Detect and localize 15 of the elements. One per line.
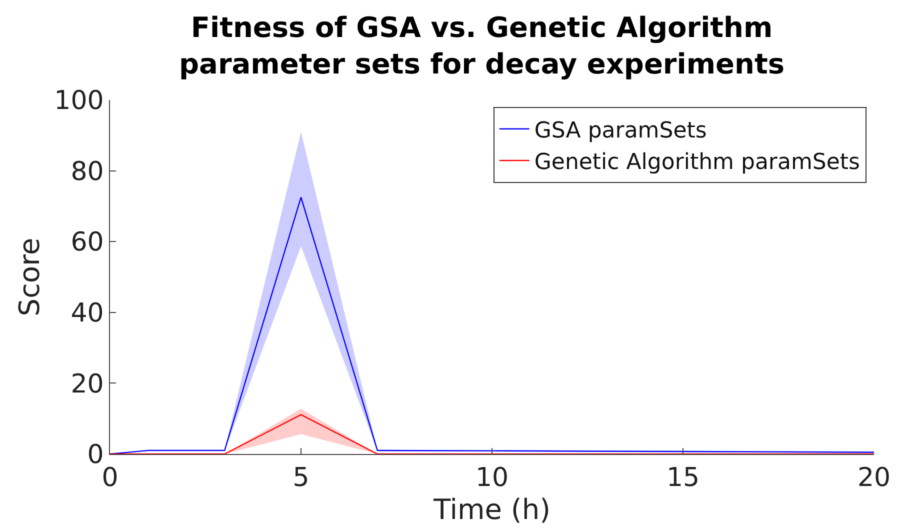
x-axis-title: Time (h) xyxy=(432,493,551,526)
legend-label: Genetic Algorithm paramSets xyxy=(534,150,860,176)
x-tick-label: 10 xyxy=(475,463,509,494)
y-tick-label: 100 xyxy=(54,86,104,116)
y-tick-label: 40 xyxy=(70,298,104,328)
y-tick-label: 60 xyxy=(70,228,104,258)
y-tick-label: 20 xyxy=(70,369,104,400)
y-tick-label: 80 xyxy=(70,156,104,187)
y-tick-label: 0 xyxy=(87,440,104,470)
x-tick-label: 20 xyxy=(857,463,891,494)
x-tick-label: 15 xyxy=(666,463,700,494)
chart-title: Fitness of GSA vs. Genetic Algorithm parameter sets for decay experiments xyxy=(179,11,785,80)
x-tick-label: 5 xyxy=(292,463,310,494)
legend-label: GSA paramSets xyxy=(534,118,707,144)
y-axis-title: Score xyxy=(12,238,46,316)
